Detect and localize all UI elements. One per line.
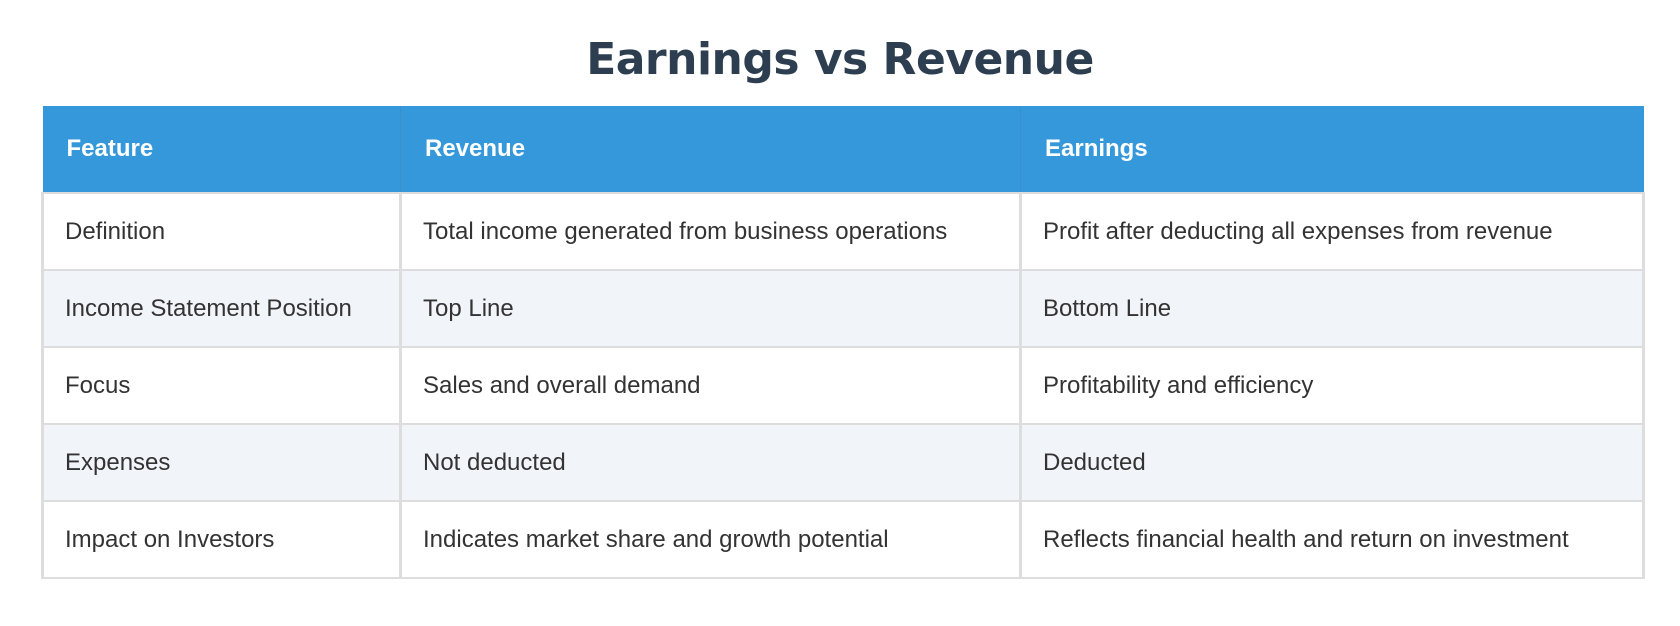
page-title: Earnings vs Revenue — [586, 34, 1094, 85]
cell-revenue: Top Line — [399, 269, 1022, 348]
cell-revenue: Indicates market share and growth potent… — [399, 500, 1022, 579]
cell-revenue: Not deducted — [399, 423, 1022, 502]
table-row: Impact on Investors Indicates market sha… — [41, 500, 1645, 579]
cell-feature: Income Statement Position — [41, 269, 402, 348]
cell-earnings: Profit after deducting all expenses from… — [1019, 192, 1645, 271]
cell-revenue: Sales and overall demand — [399, 346, 1022, 425]
table-row: Expenses Not deducted Deducted — [41, 423, 1645, 502]
cell-feature: Definition — [41, 192, 402, 271]
cell-feature: Impact on Investors — [41, 500, 402, 579]
cell-earnings: Bottom Line — [1019, 269, 1645, 348]
cell-revenue: Total income generated from business ope… — [399, 192, 1022, 271]
column-header-feature: Feature — [42, 106, 401, 193]
comparison-table: Feature Revenue Earnings Definition Tota… — [41, 106, 1645, 579]
header-row: Feature Revenue Earnings — [42, 106, 1644, 193]
cell-feature: Focus — [41, 346, 402, 425]
column-header-revenue: Revenue — [400, 106, 1021, 193]
cell-earnings: Profitability and efficiency — [1019, 346, 1645, 425]
cell-earnings: Deducted — [1019, 423, 1645, 502]
table-row: Income Statement Position Top Line Botto… — [41, 269, 1645, 348]
cell-feature: Expenses — [41, 423, 402, 502]
cell-earnings: Reflects financial health and return on … — [1019, 500, 1645, 579]
table-header: Feature Revenue Earnings — [42, 106, 1644, 193]
table-body: Definition Total income generated from b… — [41, 192, 1645, 579]
column-header-earnings: Earnings — [1020, 106, 1644, 193]
table-row: Focus Sales and overall demand Profitabi… — [41, 346, 1645, 425]
table-row: Definition Total income generated from b… — [41, 192, 1645, 271]
